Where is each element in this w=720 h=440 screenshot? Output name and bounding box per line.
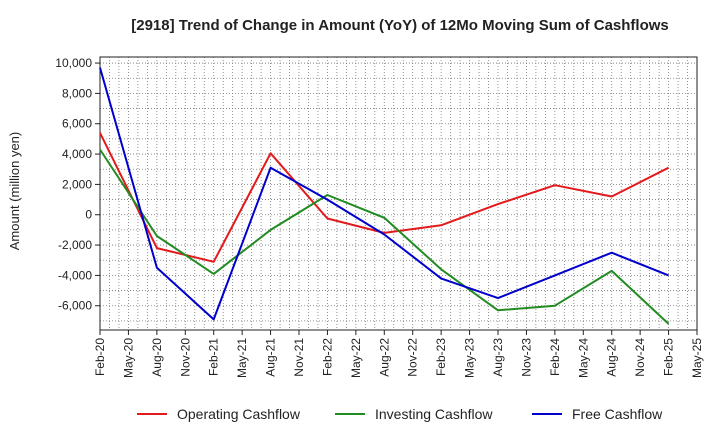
x-tick-label: Feb-21 [207,338,221,376]
y-tick-label: 8,000 [62,86,92,100]
x-tick-label: Feb-20 [93,338,107,376]
legend: Operating Cashflow Investing Cashflow Free… [137,406,663,422]
x-tick-label: Nov-22 [406,338,420,377]
series-line-free-cashflow [99,67,669,321]
y-tick-label: -2,000 [58,238,92,252]
legend-label-operating-cashflow: Operating Cashflow [177,406,301,422]
legend-label-free-cashflow: Free Cashflow [572,406,663,422]
x-tick-label: Aug-21 [264,338,278,377]
x-tick-label: Feb-23 [434,338,448,376]
grid-lines [100,57,697,330]
x-tick-label: Nov-21 [292,338,306,377]
x-tick-label: May-25 [690,338,704,378]
x-tick-label: May-24 [576,338,590,378]
x-tick-label: Feb-24 [548,338,562,376]
y-tick-label: 0 [85,208,92,222]
y-axis-label: Amount (million yen) [7,132,22,251]
series-line-investing-cashflow [99,148,670,325]
x-tick-label: Aug-22 [377,338,391,377]
x-tick-label: May-20 [121,338,135,378]
y-tick-label: 10,000 [55,56,92,70]
x-tick-label: Nov-24 [633,338,647,377]
y-tick-label: 6,000 [62,117,92,131]
plot-frame [99,56,698,331]
x-tick-label: Aug-23 [491,338,505,377]
chart-title: [2918] Trend of Change in Amount (YoY) o… [131,17,669,34]
legend-label-investing-cashflow: Investing Cashflow [375,406,493,422]
x-tick-label: Nov-23 [519,338,533,377]
x-tick-label: Aug-24 [605,338,619,377]
series-line-operating-cashflow [99,132,670,263]
x-tick-label: Nov-20 [178,338,192,377]
x-tick-label: Feb-25 [662,338,676,376]
y-tick-label: 4,000 [62,147,92,161]
x-axis-ticks: Feb-20 May-20 Aug-20 Nov-20 Feb-21 May-21 Aug-… [93,330,704,378]
y-tick-label: -4,000 [58,268,92,282]
series-lines [99,67,670,325]
x-tick-label: Feb-22 [320,338,334,376]
x-tick-label: May-23 [463,338,477,378]
plot-area [100,57,697,330]
x-tick-label: May-22 [349,338,363,378]
x-tick-label: Aug-20 [150,338,164,377]
x-tick-label: May-21 [235,338,249,378]
y-tick-label: 2,000 [62,177,92,191]
y-tick-label: -6,000 [58,299,92,313]
y-axis-ticks: 10,000 8,000 6,000 4,000 2,000 0 -2,000 -4,000 -… [55,56,100,313]
